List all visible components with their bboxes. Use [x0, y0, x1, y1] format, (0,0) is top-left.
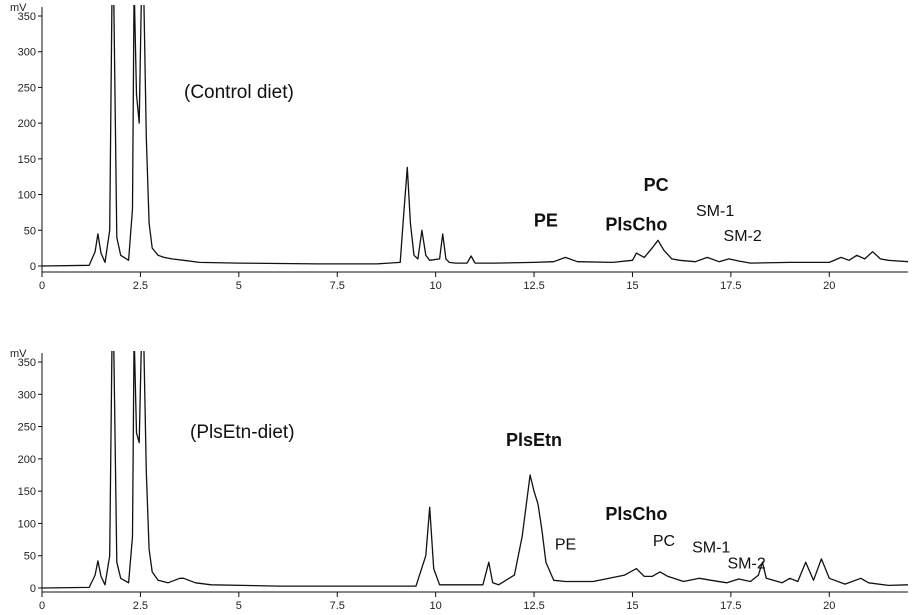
y-tick-label: 200: [18, 118, 36, 130]
x-tick-label: 15: [626, 280, 638, 292]
x-tick-label: 12.5: [523, 600, 544, 612]
x-tick-label: 17.5: [720, 600, 741, 612]
x-tick-label: 15: [626, 600, 638, 612]
y-tick-label: 0: [30, 261, 36, 273]
y-tick-label: 100: [18, 190, 36, 202]
x-tick-label: 17.5: [720, 280, 741, 292]
y-tick-label: 250: [18, 422, 36, 434]
x-tick-label: 7.5: [330, 600, 345, 612]
y-tick-label: 50: [24, 551, 36, 563]
y-tick-label: 300: [18, 389, 36, 401]
peak-label: SM-1: [692, 539, 730, 556]
y-tick-label: 350: [18, 11, 36, 23]
y-tick-label: 250: [18, 82, 36, 94]
x-tick-label: 20: [823, 600, 835, 612]
x-tick-label: 5: [236, 280, 242, 292]
x-tick-label: 5: [236, 600, 242, 612]
y-tick-label: 50: [24, 225, 36, 237]
peak-label: PlsEtn: [506, 430, 562, 450]
condition-label: (Control diet): [184, 82, 294, 103]
x-tick-label: 7.5: [330, 280, 345, 292]
x-tick-label: 10: [430, 280, 442, 292]
y-tick-label: 300: [18, 47, 36, 59]
x-tick-label: 20: [823, 280, 835, 292]
peak-label: SM-1: [696, 203, 734, 220]
x-tick-label: 2.5: [133, 280, 148, 292]
y-unit-label: mV: [10, 348, 27, 360]
y-tick-label: 0: [30, 583, 36, 595]
peak-label: SM-2: [724, 228, 762, 245]
x-tick-label: 0: [39, 600, 45, 612]
x-tick-label: 2.5: [133, 600, 148, 612]
x-tick-label: 10: [430, 600, 442, 612]
y-tick-label: 150: [18, 486, 36, 498]
y-tick-label: 350: [18, 357, 36, 369]
chromatogram-panel-1: mV 0 50 100 150 200 250 300 350 0 2.5 5 7.5 10 12.5 15 1…: [10, 2, 908, 292]
peak-label: PC: [653, 533, 675, 550]
peak-label: SM-2: [727, 556, 765, 573]
y-tick-label: 100: [18, 518, 36, 530]
condition-label: (PlsEtn-diet): [190, 422, 295, 443]
chromatogram-trace: [42, 351, 908, 589]
peak-label: PlsCho: [605, 504, 667, 524]
x-tick-label: 0: [39, 280, 45, 292]
peak-label: PlsCho: [605, 214, 667, 234]
x-tick-label: 12.5: [523, 280, 544, 292]
y-unit-label: mV: [10, 2, 27, 14]
chromatogram-trace: [42, 5, 908, 267]
peak-label: PC: [644, 175, 669, 195]
y-tick-label: 200: [18, 454, 36, 466]
peak-label: PE: [534, 211, 558, 231]
y-tick-label: 150: [18, 154, 36, 166]
chromatogram-panel-2: mV 0 50 100 150 200 250 300 350 0 2.5 5 7.5 10 12.5 15 1…: [10, 348, 908, 612]
peak-label: PE: [555, 536, 576, 553]
